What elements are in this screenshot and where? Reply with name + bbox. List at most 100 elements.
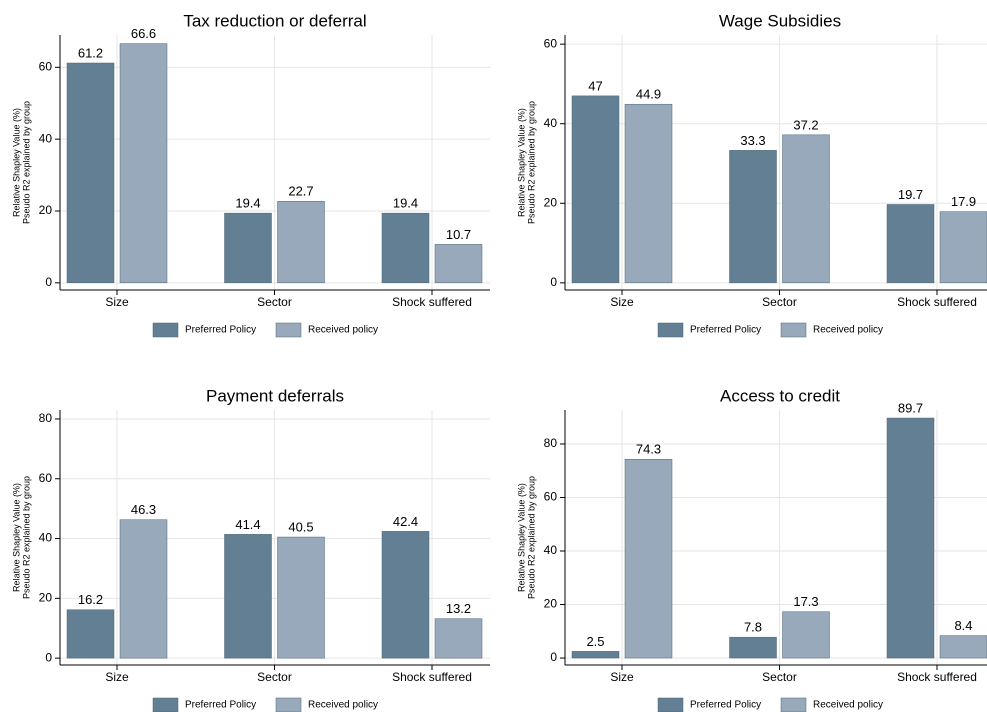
- y-tick-label: 40: [544, 116, 558, 130]
- y-tick-label: 0: [550, 650, 557, 664]
- value-label: 17.9: [951, 194, 976, 209]
- legend-label: Received policy: [813, 700, 883, 711]
- y-tick-label: 60: [39, 59, 53, 73]
- y-tick-label: 60: [544, 36, 558, 50]
- value-label: 41.4: [235, 517, 260, 532]
- y-tick-label: 20: [39, 203, 53, 217]
- bar: [119, 519, 168, 659]
- value-label: 74.3: [636, 442, 661, 457]
- legend-label: Received policy: [308, 325, 378, 336]
- value-label: 40.5: [288, 519, 313, 534]
- y-tick-label: 0: [45, 275, 52, 289]
- bar: [277, 201, 325, 284]
- bar: [381, 531, 430, 659]
- legend-swatch: [275, 322, 302, 338]
- x-tick-label: Shock suffered: [392, 295, 472, 309]
- x-tick-label: Size: [610, 295, 634, 309]
- value-label: 10.7: [446, 227, 471, 242]
- bar: [224, 534, 272, 659]
- y-axis-label: Pseudo R2 explained by group: [21, 101, 31, 224]
- x-tick-label: Size: [105, 670, 129, 684]
- value-label: 33.3: [740, 133, 765, 148]
- bar: [886, 417, 935, 659]
- legend-swatch: [780, 697, 807, 712]
- y-axis-label: Relative Shapley Value (%): [516, 483, 526, 592]
- legend-label: Preferred Policy: [690, 700, 761, 711]
- value-label: 61.2: [78, 45, 103, 60]
- bar: [886, 204, 935, 284]
- value-label: 42.4: [393, 514, 418, 529]
- y-tick-label: 60: [39, 471, 53, 485]
- legend-label: Received policy: [308, 700, 378, 711]
- y-tick-label: 80: [544, 436, 558, 450]
- chart-title: Wage Subsidies: [719, 11, 841, 30]
- legend-label: Preferred Policy: [185, 325, 256, 336]
- legend-swatch: [275, 697, 302, 712]
- bar: [381, 212, 430, 284]
- value-label: 37.2: [793, 117, 818, 132]
- x-tick-label: Sector: [762, 295, 797, 309]
- y-tick-label: 0: [45, 650, 52, 664]
- bar: [624, 458, 673, 659]
- value-label: 2.5: [586, 634, 604, 649]
- value-label: 46.3: [131, 502, 156, 517]
- bar: [66, 62, 115, 284]
- y-tick-label: 40: [544, 543, 558, 557]
- x-tick-label: Sector: [762, 670, 797, 684]
- value-label: 17.3: [793, 594, 818, 609]
- legend-swatch: [780, 322, 807, 338]
- y-axis-label: Pseudo R2 explained by group: [21, 476, 31, 599]
- value-label: 19.4: [235, 196, 260, 211]
- legend-label: Preferred Policy: [690, 325, 761, 336]
- y-tick-label: 80: [39, 411, 53, 425]
- y-axis-label: Pseudo R2 explained by group: [526, 476, 536, 599]
- x-tick-label: Sector: [257, 670, 292, 684]
- value-label: 44.9: [636, 87, 661, 102]
- bar: [782, 611, 830, 659]
- bar: [224, 212, 272, 284]
- bar: [571, 651, 620, 659]
- y-tick-label: 40: [39, 531, 53, 545]
- bar: [939, 635, 987, 659]
- value-label: 16.2: [78, 592, 103, 607]
- legend-swatch: [657, 697, 684, 712]
- y-tick-label: 20: [544, 597, 558, 611]
- y-axis-label: Pseudo R2 explained by group: [526, 101, 536, 224]
- bar: [729, 636, 777, 659]
- chart-title: Payment deferrals: [206, 386, 344, 405]
- bar: [729, 150, 777, 284]
- y-axis-label: Relative Shapley Value (%): [516, 108, 526, 217]
- value-label: 89.7: [898, 400, 923, 415]
- bar: [571, 95, 620, 284]
- chart-title: Tax reduction or deferral: [183, 11, 366, 30]
- y-tick-label: 20: [544, 195, 558, 209]
- y-axis-label: Relative Shapley Value (%): [11, 483, 21, 592]
- y-tick-label: 60: [544, 490, 558, 504]
- value-label: 8.4: [954, 618, 972, 633]
- bar: [66, 609, 115, 659]
- value-label: 19.7: [898, 187, 923, 202]
- x-tick-label: Size: [610, 670, 634, 684]
- bar: [939, 211, 987, 284]
- x-tick-label: Shock suffered: [392, 670, 472, 684]
- value-label: 47: [588, 78, 602, 93]
- legend-swatch: [657, 322, 684, 338]
- y-axis-label: Relative Shapley Value (%): [11, 108, 21, 217]
- bar: [119, 43, 168, 284]
- value-label: 22.7: [288, 184, 313, 199]
- legend-swatch: [152, 322, 179, 338]
- x-tick-label: Sector: [257, 295, 292, 309]
- legend-swatch: [152, 697, 179, 712]
- x-tick-label: Size: [105, 295, 129, 309]
- value-label: 7.8: [744, 620, 762, 635]
- bar: [277, 536, 325, 659]
- value-label: 19.4: [393, 196, 418, 211]
- bar: [782, 134, 830, 284]
- y-tick-label: 20: [39, 591, 53, 605]
- chart-title: Access to credit: [720, 386, 840, 405]
- legend-label: Preferred Policy: [185, 700, 256, 711]
- bar: [624, 103, 673, 284]
- y-tick-label: 40: [39, 131, 53, 145]
- y-tick-label: 0: [550, 275, 557, 289]
